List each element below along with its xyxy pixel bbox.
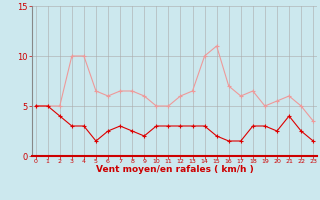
X-axis label: Vent moyen/en rafales ( km/h ): Vent moyen/en rafales ( km/h ) xyxy=(96,165,253,174)
